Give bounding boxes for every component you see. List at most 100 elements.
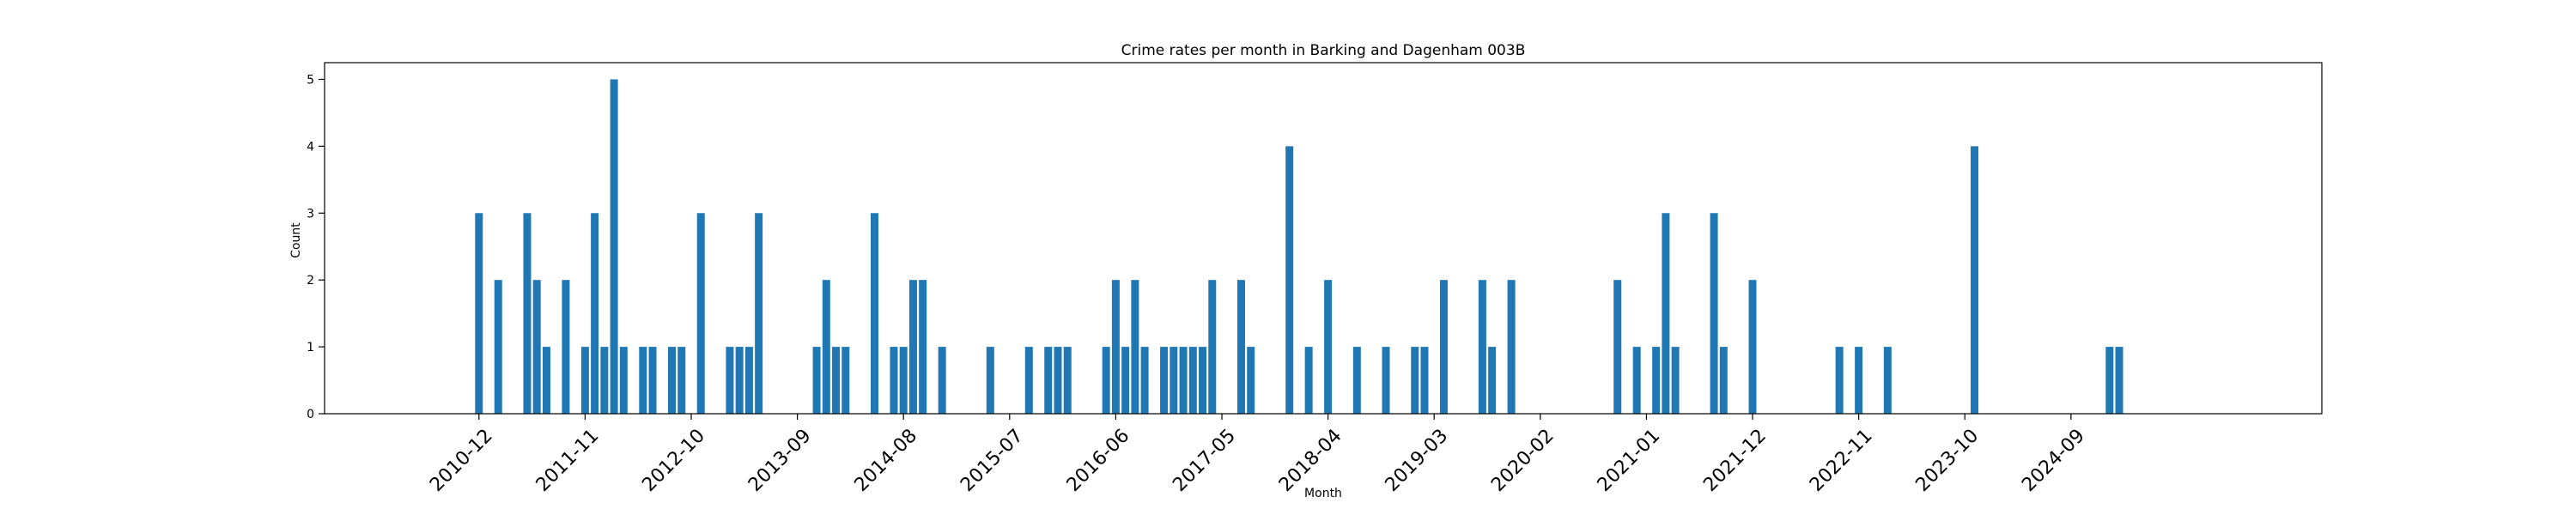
x-tick-label: 2011-11 [532,425,604,496]
bar-2012-01 [600,347,609,414]
bar-2011-02 [494,280,502,414]
bar-2019-01 [1411,347,1419,414]
bars-layer [475,79,2123,414]
bar-2012-02 [610,79,618,414]
bar-2014-10 [919,280,927,414]
bar-2012-09 [677,347,686,414]
bar-2012-05 [639,347,647,414]
x-tick-label: 2018-04 [1275,425,1346,496]
bar-2013-11 [812,347,821,414]
chart-title: Crime rates per month in Barking and Dag… [1121,42,1526,59]
bar-2011-05 [523,213,532,414]
x-axis: 2010-12 2011-11 2012-10 2013-09 2014-08 2015-… [426,414,2089,496]
x-tick-label: 2013-09 [744,425,816,496]
bar-2015-12 [1054,347,1062,414]
bar-2016-07 [1121,347,1130,414]
bar-2019-02 [1420,347,1429,414]
y-tick-label: 2 [307,274,314,288]
bar-2017-04 [1208,280,1217,414]
x-tick-label: 2017-05 [1169,425,1240,496]
x-tick-label: 2016-06 [1063,425,1134,496]
bar-2012-06 [648,347,657,414]
bar-2013-12 [822,280,830,414]
bar-2012-11 [696,213,705,414]
x-tick-label: 2015-07 [957,425,1028,496]
bar-2011-06 [532,280,541,414]
bar-2011-12 [591,213,599,414]
x-tick-label: 2010-12 [426,425,497,496]
bar-2018-02 [1304,347,1313,414]
bar-2023-11 [1970,146,1978,414]
y-axis-label: Count [289,222,303,258]
x-tick-label: 2020-02 [1487,425,1558,496]
x-tick-label: 2014-08 [851,425,922,496]
y-tick-label: 1 [307,341,314,354]
x-tick-label: 2021-12 [1699,425,1771,496]
y-tick-label: 5 [307,73,314,87]
bar-2014-02 [841,347,850,414]
x-tick-label: 2021-01 [1594,425,1665,496]
x-tick-label: 2024-09 [2018,425,2089,496]
bar-2023-02 [1883,347,1892,414]
bar-2013-03 [735,347,744,414]
bar-2021-03 [1662,213,1670,414]
bar-2011-09 [562,280,570,414]
bar-2018-07 [1352,347,1361,414]
bar-2016-01 [1063,347,1072,414]
bar-2017-02 [1188,347,1197,414]
y-tick-label: 0 [307,408,314,421]
bar-2016-05 [1102,347,1110,414]
bar-2018-04 [1324,280,1333,414]
bar-2022-09 [1835,347,1844,414]
bar-2021-09 [1719,347,1728,414]
bar-2014-09 [908,280,917,414]
bar-2017-08 [1247,347,1255,414]
bar-2020-12 [1632,347,1641,414]
plot-frame [324,62,2323,415]
bar-2012-08 [668,347,677,414]
bar-2021-02 [1652,347,1661,414]
bar-2017-03 [1199,347,1207,414]
bar-2016-12 [1170,347,1178,414]
y-tick-label: 3 [307,207,314,221]
y-tick-label: 4 [307,140,314,154]
bar-2011-07 [542,347,550,414]
x-tick-label: 2022-11 [1806,425,1877,496]
bar-2013-02 [726,347,734,414]
bar-2013-04 [744,347,753,414]
bar-2011-11 [580,347,589,414]
bar-2019-04 [1439,280,1448,414]
x-tick-label: 2023-10 [1912,425,1984,496]
bar-2010-12 [475,213,483,414]
bar-2013-05 [755,213,763,414]
bar-2017-01 [1179,347,1188,414]
bar-2015-09 [1024,347,1033,414]
y-axis: 0 1 2 3 4 5 [307,73,325,421]
bar-2016-06 [1111,280,1120,414]
bar-2017-12 [1285,146,1294,414]
bar-2016-08 [1131,280,1139,414]
bar-2014-01 [832,347,841,414]
bar-2016-11 [1160,347,1169,414]
bar-2012-03 [619,347,628,414]
bar-2025-01 [2105,347,2114,414]
bar-2021-08 [1710,213,1718,414]
x-tick-label: 2012-10 [638,425,709,496]
x-axis-label: Month [1304,487,1342,500]
bar-2021-12 [1748,280,1757,414]
bar-2014-12 [938,347,946,414]
bar-2016-09 [1140,347,1149,414]
bar-2019-09 [1488,347,1497,414]
bar-2018-10 [1382,347,1390,414]
bar-2025-02 [2115,347,2123,414]
bar-2014-08 [899,347,908,414]
x-tick-label: 2019-03 [1382,425,1453,496]
bar-2017-07 [1236,280,1245,414]
bar-2014-05 [871,213,878,414]
bar-2019-11 [1507,280,1516,414]
bar-2021-04 [1671,347,1680,414]
bar-2015-11 [1044,347,1053,414]
bar-2014-07 [890,347,898,414]
bar-2019-08 [1478,280,1486,414]
